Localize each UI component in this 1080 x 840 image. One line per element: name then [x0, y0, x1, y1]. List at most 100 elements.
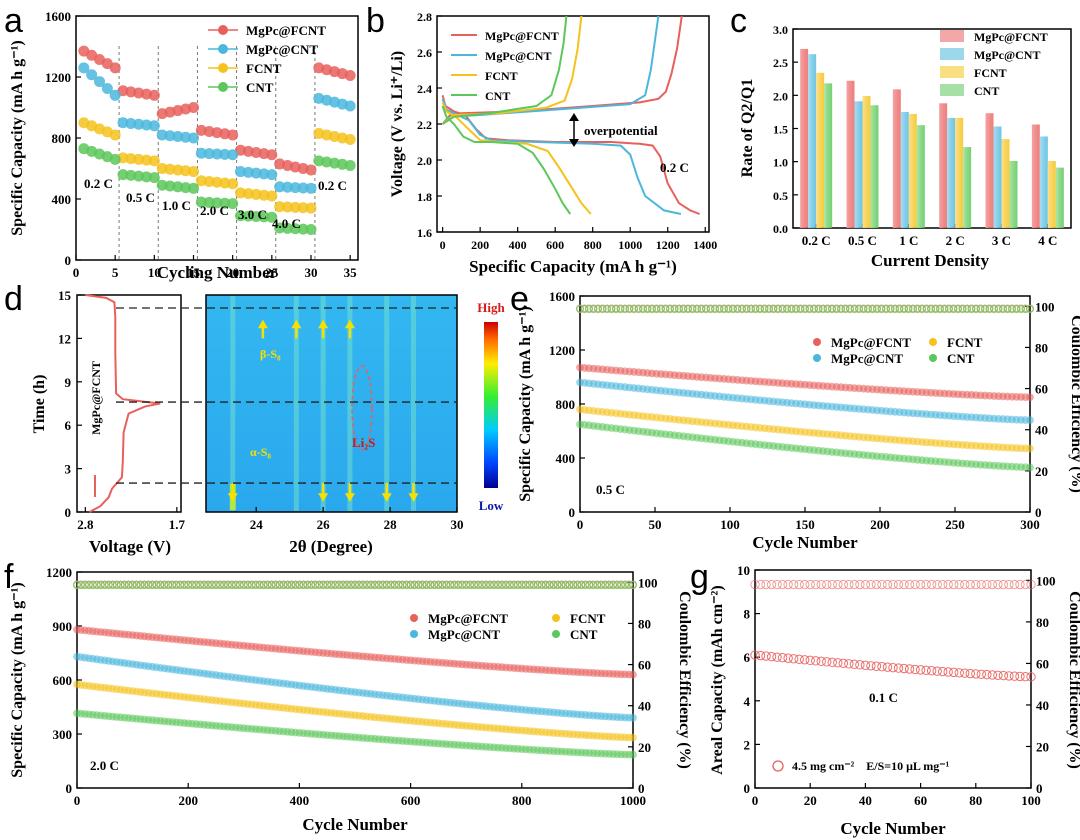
- data-point-fcnt: [148, 155, 160, 167]
- ce-point-cnt: [144, 581, 153, 590]
- capacity-point-fcnt: [629, 733, 637, 742]
- ce-point-cnt: [819, 305, 827, 314]
- legend-label-fcnt: FCNT: [570, 611, 606, 626]
- ce-point-cnt: [769, 305, 778, 314]
- capacity-point-mgpc-fcnt: [888, 662, 898, 673]
- panel-d-sample-label: MgPc@FCNT: [89, 361, 103, 435]
- ce-point-cnt: [607, 305, 616, 314]
- panel-letter-a: a: [4, 2, 23, 40]
- ce-point-cnt: [657, 305, 665, 314]
- x-tick-label: 800: [584, 238, 602, 252]
- y-tick-label: 1600: [45, 9, 71, 24]
- y-right-tick-label: 40: [1035, 423, 1048, 438]
- capacity-point-mgpc-fcnt: [993, 670, 1003, 680]
- ce-point-cnt: [1026, 305, 1034, 314]
- x-tick-label: 20: [804, 793, 817, 808]
- panel-g-ylabel: Areal Capacity (mAh cm⁻²): [709, 585, 726, 774]
- ce-point-cnt: [414, 581, 423, 590]
- ce-point-cnt: [402, 581, 411, 590]
- ce-point-mgpc-fcnt: [805, 579, 815, 590]
- panel-letter-e: e: [510, 280, 529, 318]
- ce-point-mgpc-fcnt: [982, 579, 992, 590]
- ce-point-cnt: [742, 305, 751, 314]
- ce-point-cnt: [576, 305, 584, 314]
- data-point-cnt: [242, 210, 254, 222]
- ce-point-cnt: [315, 581, 324, 590]
- ce-point-mgpc-fcnt: [788, 579, 799, 590]
- legend-swatch-mgpc-fcnt: [218, 25, 228, 35]
- panel-g-rate-label: 0.1 C: [869, 690, 898, 705]
- data-point-cnt: [250, 211, 262, 223]
- legend-label-mgpc-fcnt: MgPc@FCNT: [485, 29, 559, 43]
- ce-point-cnt: [859, 305, 868, 314]
- bar-fcnt: [908, 113, 917, 228]
- y-tick-label: 1200: [46, 565, 72, 580]
- y-tick-label: 0: [66, 781, 73, 796]
- ce-point-cnt: [895, 305, 904, 314]
- overpotential-arrow-head-down: [569, 139, 579, 147]
- x-tick-label: 200: [178, 793, 198, 808]
- capacity-point-mgpc-fcnt: [788, 654, 799, 664]
- data-point-fcnt: [266, 190, 278, 202]
- legend-swatch-cnt: [940, 84, 964, 96]
- ce-point-cnt: [639, 305, 647, 314]
- legend-label-mgpc-fcnt: MgPc@FCNT: [831, 335, 911, 350]
- panel-b-xlabel: Specific Capacity (mA h g⁻¹): [469, 257, 677, 276]
- y-right-tick-label: 100: [638, 575, 658, 590]
- data-point-mgpc-cnt: [86, 69, 98, 81]
- ce-point-cnt: [900, 305, 908, 314]
- data-point-mgpc-cnt: [195, 147, 207, 159]
- ce-point-cnt: [569, 581, 578, 590]
- ce-point-cnt: [581, 581, 590, 590]
- ce-point-cnt: [343, 581, 351, 590]
- ce-point-cnt: [751, 305, 760, 314]
- ce-point-cnt: [299, 581, 308, 590]
- ce-point-cnt: [418, 581, 427, 590]
- bar-fcnt: [955, 117, 964, 228]
- data-point-cnt: [305, 224, 317, 235]
- xrd-peak-stripe: [410, 296, 416, 511]
- bar-fcnt: [816, 72, 825, 228]
- x-tick-label: 0: [74, 793, 81, 808]
- capacity-point-mgpc-fcnt: [783, 653, 793, 663]
- ce-point-mgpc-fcnt: [1004, 579, 1014, 590]
- ce-point-cnt: [580, 305, 589, 314]
- x-tick-label: 0: [752, 793, 759, 808]
- legend-swatch-mgpc-cnt: [940, 48, 964, 60]
- ce-point-cnt: [613, 581, 622, 590]
- bar-mgpc-cnt: [1039, 136, 1048, 228]
- bar-mgpc-cnt: [993, 126, 1002, 228]
- capacity-point-mgpc-fcnt: [960, 668, 970, 678]
- data-point-mgpc-fcnt: [188, 102, 199, 113]
- ce-point-cnt: [940, 305, 949, 314]
- ce-point-cnt: [239, 581, 248, 590]
- bar-cnt: [1009, 161, 1018, 228]
- y-right-tick-label: 20: [1036, 739, 1049, 754]
- panel-d-ylabel: Time (h): [31, 375, 48, 434]
- ce-point-cnt: [765, 305, 773, 314]
- ce-point-mgpc-fcnt: [794, 579, 804, 590]
- ce-point-cnt: [263, 581, 272, 590]
- ce-point-cnt: [949, 305, 958, 314]
- ce-point-cnt: [351, 581, 359, 590]
- ce-point-mgpc-fcnt: [783, 579, 793, 590]
- capacity-point-mgpc-fcnt: [816, 656, 826, 667]
- x-tick-label: 0: [577, 517, 584, 532]
- ce-point-mgpc-fcnt: [761, 579, 771, 590]
- ce-point-cnt: [909, 305, 917, 314]
- ce-point-mgpc-fcnt: [971, 579, 981, 590]
- ce-point-cnt: [307, 581, 316, 590]
- legend-label-fcnt: FCNT: [246, 61, 282, 76]
- y-tick-label: 300: [53, 727, 73, 742]
- bar-fcnt: [1047, 161, 1056, 228]
- x-tick-label: 150: [795, 517, 815, 532]
- ce-point-cnt: [577, 581, 586, 590]
- capacity-point-mgpc-fcnt: [811, 656, 821, 666]
- capacity-point-mgpc-fcnt: [629, 670, 637, 679]
- ce-point-cnt: [283, 581, 292, 590]
- ce-point-cnt: [999, 305, 1007, 314]
- capacity-point-mgpc-fcnt: [799, 655, 810, 665]
- ce-point-cnt: [904, 305, 913, 314]
- ce-point-cnt: [251, 581, 260, 590]
- data-point-cnt: [258, 211, 270, 223]
